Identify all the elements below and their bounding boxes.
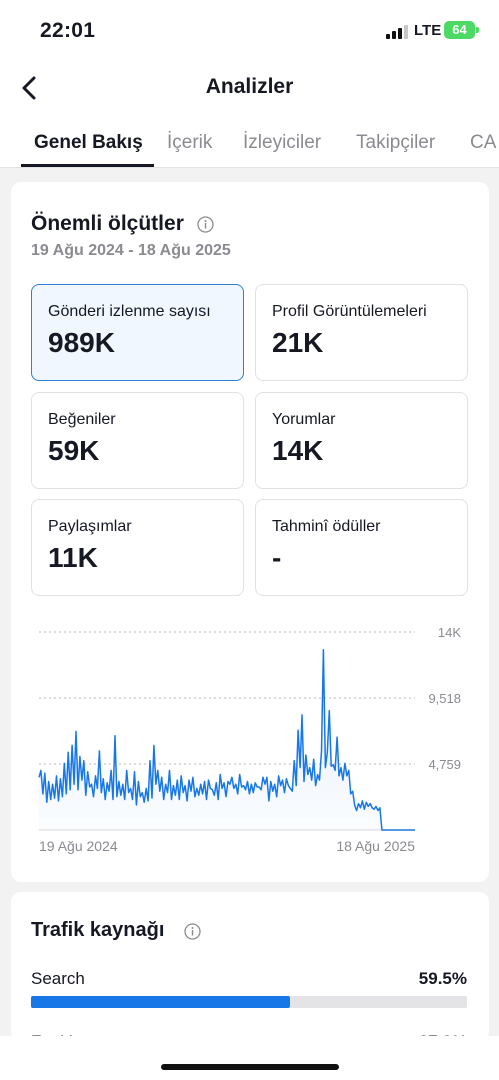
status-bar: 22:01 LTE 64	[0, 0, 499, 62]
tab-bar: Genel Bakış İçerik İzleyiciler Takipçile…	[0, 116, 499, 168]
metric-label: Tahminî ödüller	[272, 518, 381, 535]
active-tab-indicator	[21, 164, 154, 167]
tab-followers[interactable]: Takipçiler	[356, 132, 436, 153]
y-tick-label: 4,759	[428, 757, 461, 772]
tab-content[interactable]: İçerik	[167, 132, 213, 153]
chevron-left-icon	[22, 76, 36, 100]
metric-profile-views[interactable]: Profil Görüntülemeleri 21K	[255, 284, 468, 381]
status-time: 22:01	[40, 19, 96, 42]
metric-value: -	[272, 542, 282, 573]
traffic-bar-fill	[31, 996, 291, 1008]
metric-post-views[interactable]: Gönderi izlenme sayısı 989K	[31, 284, 244, 381]
metric-value: 989K	[48, 327, 115, 358]
date-range: 19 Ağu 2024 - 18 Ağu 2025	[31, 242, 231, 259]
key-metrics-card: Önemli ölçütler 19 Ağu 2024 - 18 Ağu 202…	[11, 182, 489, 882]
battery-icon: 64	[444, 21, 475, 39]
series-line	[38, 648, 415, 831]
traffic-source-label: Search	[31, 969, 85, 988]
metric-likes[interactable]: Beğeniler 59K	[31, 392, 244, 489]
traffic-title: Trafik kaynağı	[31, 919, 165, 941]
metric-value: 21K	[272, 327, 324, 358]
x-tick-label: 18 Ağu 2025	[336, 838, 415, 854]
network-label: LTE	[414, 22, 442, 39]
metric-comments[interactable]: Yorumlar 14K	[255, 392, 468, 489]
traffic-source-percent: 59.5%	[418, 969, 467, 988]
metric-label: Beğeniler	[48, 411, 116, 428]
page-title: Analizler	[205, 75, 294, 98]
info-icon[interactable]	[184, 923, 201, 940]
back-button[interactable]	[16, 72, 44, 104]
metric-value: 59K	[48, 435, 100, 466]
y-tick-label: 14K	[438, 625, 461, 640]
battery-cap	[476, 27, 479, 33]
metric-estimated-rewards[interactable]: Tahminî ödüller -	[255, 499, 468, 596]
traffic-bar-track	[31, 996, 467, 1008]
info-icon[interactable]	[197, 216, 214, 233]
metric-label: Profil Görüntülemeleri	[272, 303, 427, 320]
x-tick-label: 19 Ağu 2024	[39, 838, 118, 854]
tab-overview[interactable]: Genel Bakış	[34, 132, 143, 153]
metric-label: Yorumlar	[272, 411, 336, 428]
metric-value: 11K	[48, 542, 98, 573]
metric-label: Gönderi izlenme sayısı	[48, 303, 211, 320]
tab-viewers[interactable]: İzleyiciler	[243, 132, 322, 153]
metric-label: Paylaşımlar	[48, 518, 132, 535]
series-area	[39, 649, 415, 830]
metric-shares[interactable]: Paylaşımlar 11K	[31, 499, 244, 596]
y-tick-label: 9,518	[428, 691, 461, 706]
home-indicator	[161, 1064, 339, 1070]
metric-value: 14K	[272, 435, 324, 466]
tab-creator-truncated[interactable]: CA	[470, 132, 497, 153]
views-line-chart: 14K 9,518 4,759 19 Ağu 2024 18 Ağu 2025	[38, 625, 461, 854]
nav-bar: Analizler	[0, 62, 499, 116]
signal-icon	[386, 25, 410, 39]
traffic-source-card: Trafik kaynağı Search 59.5% For You 27.3…	[11, 892, 489, 1042]
key-metrics-title: Önemli ölçütler	[31, 212, 184, 235]
bottom-area	[0, 1036, 499, 1080]
header-area: 22:01 LTE 64 Analizler Genel Bakış İçeri…	[0, 0, 499, 168]
